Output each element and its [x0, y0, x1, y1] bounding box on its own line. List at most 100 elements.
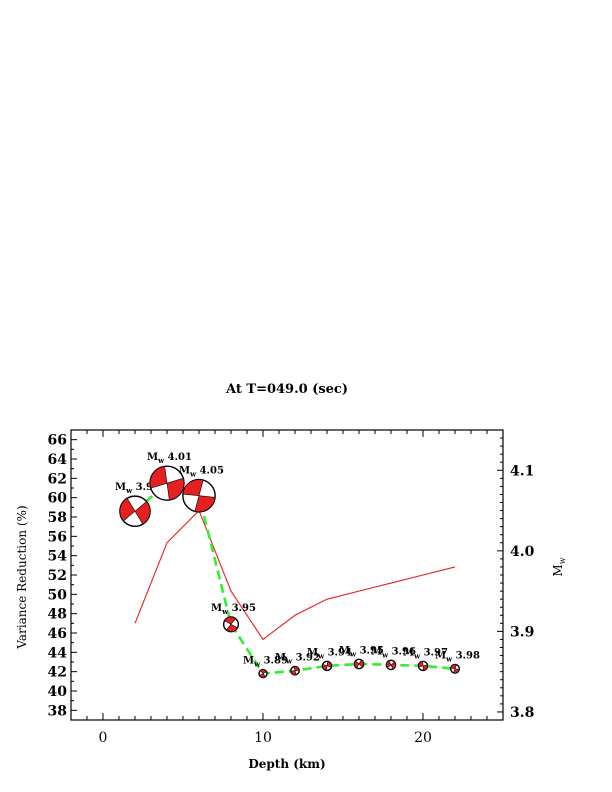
plot-frame — [70, 429, 504, 721]
beachball — [149, 465, 185, 501]
mw-label-prefix: M — [179, 466, 190, 477]
beachball — [119, 495, 151, 527]
y-tick-label-left: 62 — [48, 471, 67, 487]
mw-label: Mw 3.96 — [371, 646, 416, 659]
beachball-compression — [326, 661, 332, 668]
y-tick-label-right: 3.9 — [510, 624, 534, 640]
y-tick-label-left: 38 — [48, 703, 67, 719]
mw-label-value: 3.89 — [260, 656, 288, 667]
mw-label-value: 4.05 — [196, 466, 224, 477]
mw-label-sub: w — [221, 607, 229, 616]
y-axis-label-left: Variance Reduction (%) — [15, 505, 29, 649]
plot-area: 0 10 20 38 40 42 44 46 48 50 52 54 56 58 60 62 64 66 3.8 3.… — [48, 429, 535, 746]
mw-label-prefix: M — [147, 452, 158, 463]
y-tick-label-left: 58 — [48, 510, 67, 526]
y-tick-label-left: 42 — [48, 665, 67, 681]
y-tick-label-left: 54 — [48, 549, 68, 565]
beachball-compression — [182, 479, 204, 497]
beachball-compression — [119, 497, 136, 522]
y-tick-label-left: 40 — [48, 684, 68, 700]
y-tick-label-left: 44 — [48, 645, 68, 661]
y-tick-label-right: 4.1 — [510, 463, 534, 479]
mw-label: Mw 3.94 — [307, 647, 352, 660]
mw-label-value: 3.95 — [356, 645, 384, 656]
beachball-compression — [322, 664, 328, 671]
mw-label-sub: w — [253, 660, 261, 669]
mw-label-sub: w — [125, 486, 133, 495]
x-tick-label: 10 — [254, 730, 272, 746]
y-tick-label-left: 46 — [48, 626, 67, 642]
y-tick-label-right: 4.0 — [510, 544, 535, 560]
y-tick-label-left: 50 — [48, 587, 68, 603]
beachball-compression — [293, 666, 300, 672]
mw-label: Mw 3.95 — [211, 603, 256, 616]
y-tick-label-left: 48 — [48, 607, 67, 623]
mw-label-value: 3.94 — [324, 647, 352, 658]
mw-label-prefix: M — [243, 656, 254, 667]
mw-label-value: 3.96 — [388, 646, 416, 657]
series-vr-line — [134, 481, 456, 675]
beachball-compression — [390, 661, 396, 670]
mw-label-value: 3.91 — [132, 482, 160, 493]
beachball-compression — [259, 673, 266, 678]
mw-label-sub: w — [157, 456, 165, 465]
y-tick-label-left: 60 — [48, 491, 68, 507]
mw-label: Mw 3.97 — [403, 647, 448, 660]
mw-label: Mw 4.01 — [147, 452, 192, 465]
y-tick-label-left: 64 — [48, 452, 68, 468]
mw-label-value: 3.92 — [292, 653, 320, 664]
y-tick-label-right: 3.8 — [510, 705, 534, 721]
beachball-compression — [226, 623, 238, 632]
beachball-compression — [450, 664, 457, 670]
beachball — [385, 659, 397, 671]
mw-label-sub: w — [381, 650, 389, 659]
y-axis-label-right-sub: w — [558, 557, 567, 564]
y-axis-label-right: Mw — [551, 557, 567, 576]
beachball — [449, 663, 461, 674]
mw-label-prefix: M — [307, 647, 318, 658]
beachball-compression — [290, 670, 297, 676]
y-tick-label-left: 66 — [48, 433, 67, 449]
beachball-compression — [358, 659, 364, 668]
mw-label-value: 3.98 — [452, 650, 480, 661]
mw-label-sub: w — [349, 649, 357, 658]
mw-label-value: 3.95 — [228, 603, 256, 614]
x-tick-label: 20 — [414, 730, 432, 746]
y-tick-label-left: 56 — [48, 529, 67, 545]
beachball — [258, 668, 268, 679]
beachball-compression — [134, 501, 151, 525]
mw-label-sub: w — [189, 470, 197, 479]
beachball-compression — [453, 668, 460, 674]
mw-label-prefix: M — [371, 646, 382, 657]
mw-label-value: 3.97 — [420, 647, 448, 658]
series-mw-line — [134, 509, 456, 641]
beachball-compression — [224, 616, 236, 625]
mw-label: Mw 3.89 — [243, 656, 288, 669]
mw-label: Mw 3.95 — [339, 645, 384, 658]
mw-label: Mw 3.92 — [275, 653, 320, 666]
mw-label: Mw 3.91 — [115, 482, 160, 495]
beachball-compression — [418, 661, 424, 668]
y-axis-label-right-main: M — [551, 564, 565, 576]
beachball — [353, 658, 365, 670]
mw-label-sub: w — [445, 654, 453, 663]
beachball — [290, 665, 300, 676]
mw-label-prefix: M — [339, 645, 350, 656]
beachball-compression — [260, 669, 267, 674]
mw-label-prefix: M — [435, 650, 446, 661]
mw-label-sub: w — [317, 651, 325, 660]
mw-label: Mw 3.98 — [435, 650, 480, 663]
mw-label-prefix: M — [275, 653, 286, 664]
x-tick-label: 0 — [99, 730, 108, 746]
beachball-compression — [354, 660, 360, 669]
beachball-compression — [386, 660, 392, 669]
mw-label-sub: w — [413, 651, 421, 660]
mw-label-value: 4.01 — [164, 452, 192, 463]
mw-label-prefix: M — [115, 482, 126, 493]
x-axis-label: Depth (km) — [248, 757, 325, 771]
mw-label: Mw 4.05 — [179, 466, 224, 479]
beachball-compression — [149, 465, 168, 489]
chart-title: At T=049.0 (sec) — [225, 382, 348, 397]
beachball-compression — [166, 477, 185, 501]
mw-label-sub: w — [285, 657, 293, 666]
